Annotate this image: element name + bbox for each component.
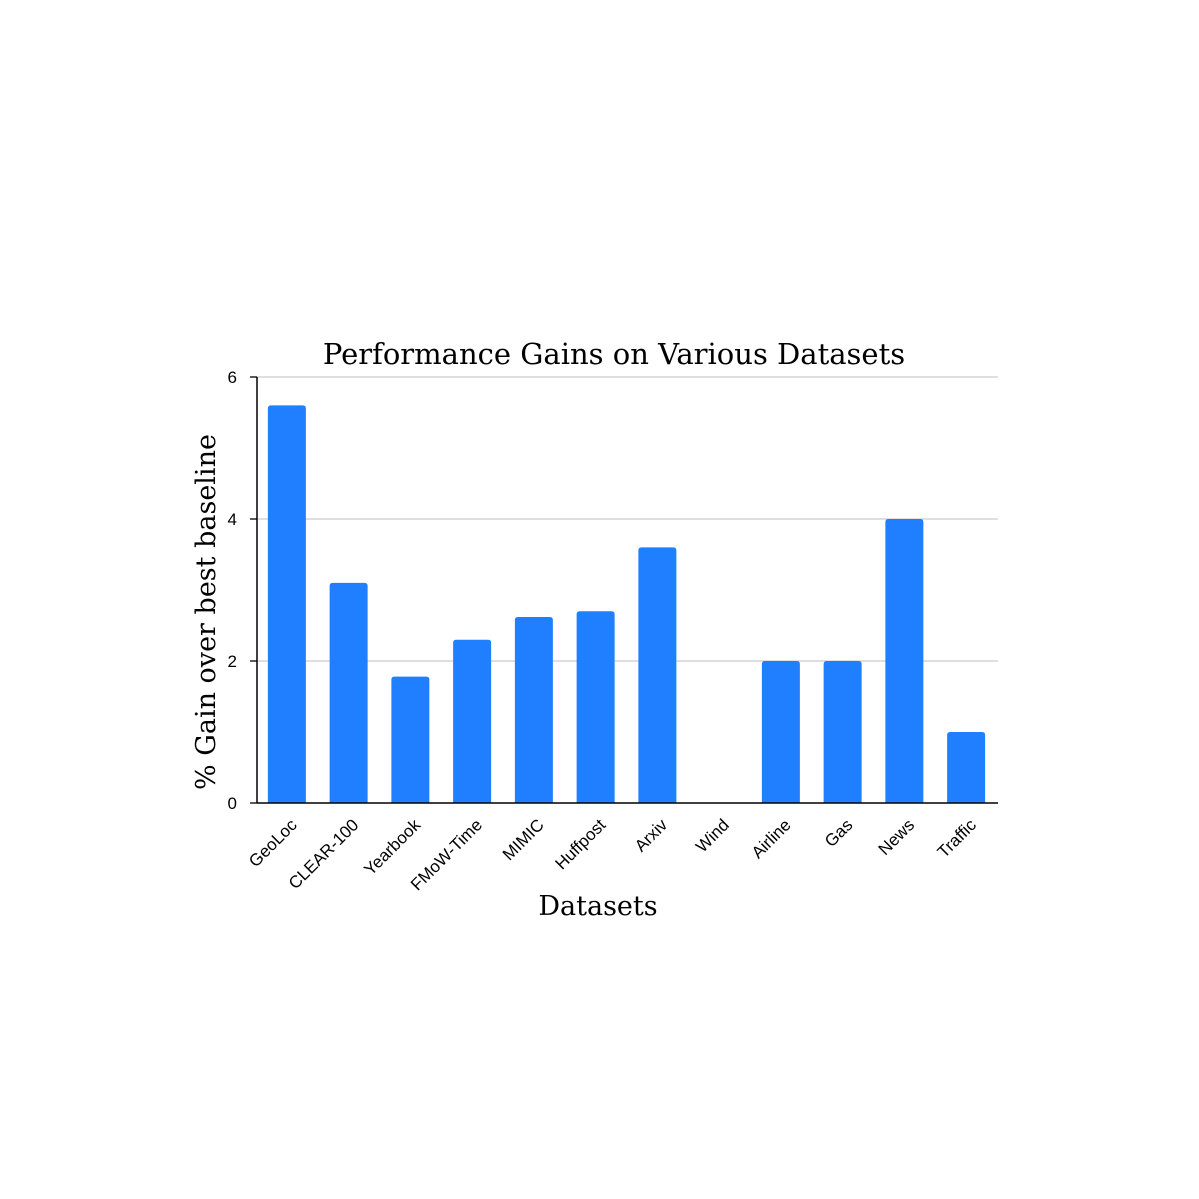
bar-fmow-time — [453, 639, 492, 803]
bar-mimic — [514, 616, 553, 803]
bar-yearbook — [391, 676, 430, 803]
bar-huffpost — [576, 611, 615, 803]
x-tick-label: Wind — [692, 815, 733, 856]
x-tick-label: GeoLoc — [245, 815, 301, 871]
x-tick-label: Airline — [748, 815, 795, 862]
grid-lines — [257, 376, 998, 662]
y-tick-label: 2 — [228, 652, 237, 671]
y-tick-label: 0 — [228, 794, 237, 813]
x-tick-label: News — [875, 815, 918, 858]
bar-clear-100 — [329, 582, 368, 803]
bar-airline — [761, 661, 800, 803]
bar-gas — [823, 661, 862, 803]
y-axis-label: % Gain over best baseline — [191, 434, 222, 790]
chart-title: Performance Gains on Various Datasets — [323, 337, 905, 371]
x-tick-label: Gas — [821, 815, 856, 850]
bar-geoloc — [267, 405, 306, 803]
x-tick-label: MIMIC — [499, 815, 548, 864]
y-tick-labels: 0 2 4 6 — [228, 368, 237, 813]
x-tick-label: Arxiv — [631, 815, 672, 856]
x-axis-label: Datasets — [538, 891, 657, 922]
y-tick-label: 6 — [228, 368, 237, 387]
x-tick-label: Huffpost — [551, 815, 609, 873]
bar-arxiv — [638, 547, 677, 803]
bar-news — [885, 519, 924, 803]
axes — [250, 376, 998, 804]
y-tick-label: 4 — [228, 510, 237, 529]
x-tick-label: Traffic — [934, 815, 981, 862]
x-tick-label: Yearbook — [360, 815, 424, 879]
bars — [267, 405, 986, 803]
bar-traffic — [947, 732, 986, 803]
